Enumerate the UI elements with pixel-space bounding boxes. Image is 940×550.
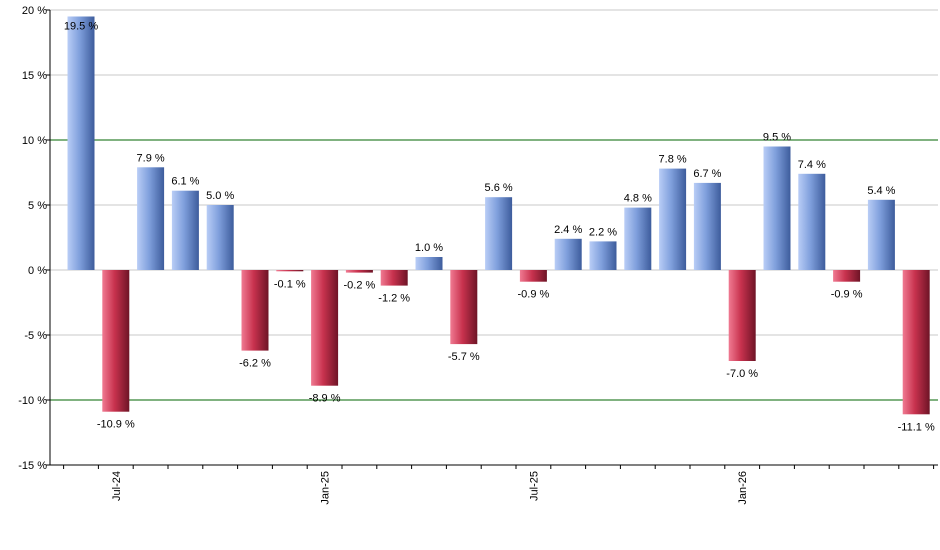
y-axis-ticks: -15 % -10 % -5 % 0 % 5 % 10 % 15 % 20 % [18, 5, 50, 472]
bar [693, 182, 721, 270]
data-label: 9.5 % [763, 132, 791, 144]
y-tick-label: -15 % [18, 460, 47, 472]
bars [67, 16, 930, 415]
data-label: -0.9 % [518, 289, 550, 301]
data-label: -8.9 % [309, 393, 341, 405]
bar [554, 238, 582, 270]
bar [67, 16, 95, 270]
data-label: 5.4 % [867, 185, 895, 197]
bar [102, 270, 130, 412]
data-label: -7.0 % [726, 368, 758, 380]
bar [415, 257, 443, 270]
bar [763, 146, 791, 270]
data-labels: 19.5 % -10.9 % 7.9 % 6.1 % 5.0 % -6.2 % -0.1 %… [64, 21, 935, 434]
x-axis-ticks: Jul-24 Jan-25 Jul-25 Jan-26 [63, 465, 935, 505]
bar [659, 168, 687, 270]
bar [798, 173, 826, 270]
bar [833, 270, 861, 282]
data-label: -5.7 % [448, 351, 480, 363]
data-label: 5.0 % [206, 190, 234, 202]
bar [137, 167, 165, 270]
data-label: 1.0 % [415, 242, 443, 254]
data-label: -0.1 % [274, 278, 306, 290]
data-label: 6.1 % [171, 176, 199, 188]
data-label: -0.2 % [344, 280, 376, 292]
data-label: 2.4 % [554, 224, 582, 236]
x-tick-label: Jul-24 [111, 471, 123, 501]
data-label: -10.9 % [97, 419, 135, 431]
bar [624, 207, 652, 270]
bar [728, 270, 756, 361]
x-tick-label: Jan-25 [320, 471, 332, 505]
bar [206, 205, 234, 270]
bar [902, 270, 930, 415]
data-label: 2.2 % [589, 226, 617, 238]
data-label: 6.7 % [693, 168, 721, 180]
y-tick-label: 10 % [22, 135, 47, 147]
y-tick-label: -10 % [18, 395, 47, 407]
data-label: -0.9 % [831, 289, 863, 301]
data-label: 7.9 % [137, 152, 165, 164]
bar [171, 190, 199, 270]
data-label: -6.2 % [239, 358, 271, 370]
bar [589, 241, 617, 270]
y-tick-label: 15 % [22, 70, 47, 82]
bar [450, 270, 478, 345]
bar [485, 197, 513, 270]
x-tick-label: Jan-26 [737, 471, 749, 505]
axes [49, 10, 938, 466]
bar [380, 270, 408, 286]
y-tick-label: -5 % [24, 330, 47, 342]
bar [519, 270, 547, 282]
bar [311, 270, 339, 386]
reference-lines [50, 139, 938, 401]
y-tick-label: 5 % [28, 200, 47, 212]
bar [867, 199, 895, 270]
data-label: 4.8 % [624, 193, 652, 205]
data-label: 7.4 % [798, 159, 826, 171]
bar [276, 270, 304, 272]
data-label: 7.8 % [659, 154, 687, 166]
bar [345, 270, 373, 273]
x-tick-label: Jul-25 [528, 471, 540, 501]
y-tick-label: 0 % [28, 265, 47, 277]
bar [241, 270, 269, 351]
data-label: 19.5 % [64, 21, 98, 33]
y-tick-label: 20 % [22, 5, 47, 17]
data-label: -1.2 % [378, 293, 410, 305]
data-label: -11.1 % [898, 421, 935, 433]
data-label: 5.6 % [485, 182, 513, 194]
